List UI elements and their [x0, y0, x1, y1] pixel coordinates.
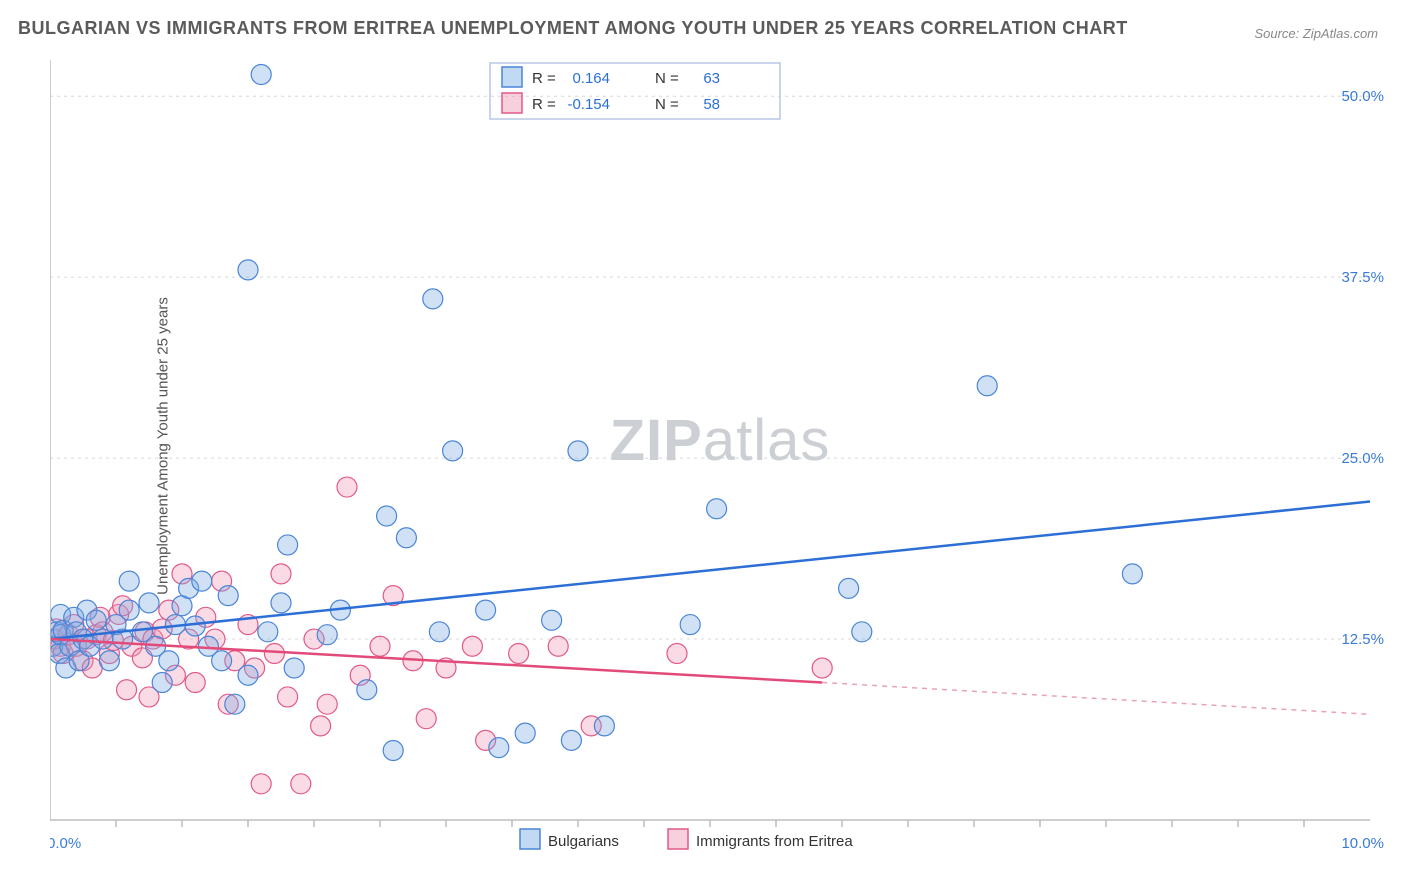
data-point	[462, 636, 482, 656]
data-point	[812, 658, 832, 678]
data-point	[185, 616, 205, 636]
data-point	[284, 658, 304, 678]
chart-title: BULGARIAN VS IMMIGRANTS FROM ERITREA UNE…	[18, 18, 1128, 39]
data-point	[548, 636, 568, 656]
legend-label: Bulgarians	[548, 833, 619, 850]
data-point	[423, 289, 443, 309]
data-point	[251, 774, 271, 794]
data-point	[416, 709, 436, 729]
data-point	[192, 571, 212, 591]
xtick-label-right: 10.0%	[1341, 835, 1384, 850]
data-point	[594, 716, 614, 736]
data-point	[159, 651, 179, 671]
legend-text: R =	[532, 96, 556, 113]
ytick-label: 12.5%	[1341, 631, 1384, 648]
data-point	[119, 571, 139, 591]
data-point	[317, 625, 337, 645]
legend-swatch	[502, 93, 522, 113]
data-point	[317, 694, 337, 714]
legend-text: R =	[532, 70, 556, 87]
ytick-label: 37.5%	[1341, 269, 1384, 286]
data-point	[561, 730, 581, 750]
legend-text: 63	[703, 70, 720, 87]
data-point	[139, 593, 159, 613]
data-point	[225, 694, 245, 714]
data-point	[429, 622, 449, 642]
data-point	[271, 564, 291, 584]
data-point	[86, 610, 106, 630]
legend-text: 58	[703, 96, 720, 113]
data-point	[515, 723, 535, 743]
data-point	[383, 741, 403, 761]
legend-text: -0.154	[567, 96, 610, 113]
data-point	[377, 506, 397, 526]
data-point	[238, 665, 258, 685]
legend-text: 0.164	[572, 70, 610, 87]
data-point	[568, 441, 588, 461]
data-point	[476, 600, 496, 620]
data-point	[680, 615, 700, 635]
data-point	[291, 774, 311, 794]
data-point	[238, 260, 258, 280]
data-point	[278, 687, 298, 707]
data-point	[337, 477, 357, 497]
watermark: ZIPatlas	[610, 408, 831, 473]
trendline-bulgarians	[50, 502, 1370, 640]
data-point	[258, 622, 278, 642]
data-point	[489, 738, 509, 758]
data-point	[839, 578, 859, 598]
data-point	[152, 672, 172, 692]
xtick-label-left: 0.0%	[50, 835, 81, 850]
data-point	[278, 535, 298, 555]
data-point	[542, 610, 562, 630]
data-point	[396, 528, 416, 548]
data-point	[218, 586, 238, 606]
data-point	[117, 680, 137, 700]
legend-swatch	[520, 829, 540, 849]
data-point	[311, 716, 331, 736]
data-point	[264, 644, 284, 664]
legend-text: N =	[655, 70, 679, 87]
data-point	[443, 441, 463, 461]
legend-swatch	[502, 67, 522, 87]
correlation-chart: ZIPatlas 12.5% 25.0% 37.5% 50.0% 0.0% 10.0% R…	[50, 60, 1390, 850]
data-point	[212, 651, 232, 671]
data-point	[271, 593, 291, 613]
data-point	[357, 680, 377, 700]
data-point	[977, 376, 997, 396]
data-point	[707, 499, 727, 519]
legend-label: Immigrants from Eritrea	[696, 833, 853, 850]
data-point	[1122, 564, 1142, 584]
data-point	[251, 64, 271, 84]
data-point	[852, 622, 872, 642]
data-point	[185, 672, 205, 692]
data-point	[119, 600, 139, 620]
data-point	[667, 644, 687, 664]
source-credit: Source: ZipAtlas.com	[1254, 26, 1378, 41]
data-point	[99, 651, 119, 671]
ytick-label: 50.0%	[1341, 88, 1384, 105]
data-point	[509, 644, 529, 664]
ytick-label: 25.0%	[1341, 450, 1384, 467]
trendline-eritrea-extrapolated	[822, 682, 1370, 714]
legend-swatch	[668, 829, 688, 849]
legend-text: N =	[655, 96, 679, 113]
data-point	[370, 636, 390, 656]
